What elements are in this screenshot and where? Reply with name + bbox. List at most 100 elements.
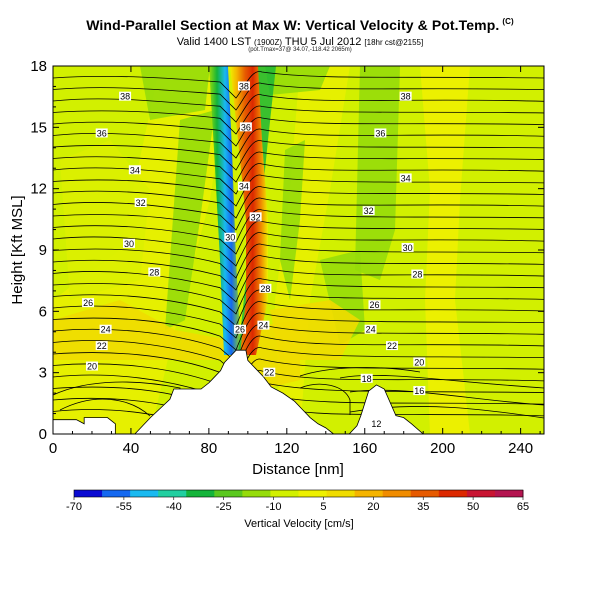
x-tick-label: 160 [352,440,377,457]
terrain [53,349,544,434]
contour-label: 12 [370,418,383,429]
theta-contour-line [53,335,544,375]
valid-prefix: Valid 1400 LST [176,36,251,48]
theta-contour-line [299,383,351,415]
y-tick-label: 3 [39,365,47,382]
contour-label-bg [237,181,250,191]
contour-label-text: 26 [235,325,245,335]
colorbar-swatch [438,490,468,497]
theta-contour-line [53,278,544,315]
theta-contour-line [53,255,544,291]
copyright-mark: (C) [502,17,514,27]
contour-label-text: 30 [403,243,413,253]
colorbar-swatch [326,490,356,497]
contour-label-bg [134,197,147,207]
y-tick-label: 0 [39,426,47,443]
downdraft-core [209,66,241,355]
contour-label: 26 [82,298,95,308]
theta-contour-line [53,289,544,327]
contour-label: 34 [399,173,412,183]
contour-label-bg [249,212,262,222]
contour-label-text: 26 [369,300,379,310]
contour-label: 32 [134,197,147,208]
contour-label: 16 [413,386,426,396]
contour-label-text: 32 [251,212,261,222]
contour-label-bg [413,386,426,396]
contour-label-text: 28 [412,270,422,280]
x-tick-label: 240 [508,440,533,457]
contour-label-text: 36 [97,128,107,138]
theta-contour-line [53,220,544,255]
theta-contour-line [339,374,544,389]
contour-label-text: 38 [120,92,130,102]
contour-label-bg [386,341,399,351]
theta-contour-line [53,82,544,111]
x-tick-label: 200 [430,440,455,457]
theta-contour-line [53,312,544,351]
field-band [355,66,400,280]
colorbar-swatch [158,490,187,497]
theta-contour-line [53,151,544,183]
colorbar-swatch [270,490,299,497]
colorbar-tick-label: 50 [467,501,479,513]
contour-label: 34 [128,165,141,175]
contour-label: 20 [85,361,98,372]
contour-label: 38 [237,81,250,91]
colorbar-swatch [494,490,524,497]
contour-label-text: 20 [414,357,424,367]
contour-label: 22 [386,341,399,351]
theta-contour-line [53,347,544,387]
contour-label-bg [224,232,237,242]
x-tick-label: 80 [201,440,218,457]
contour-label-bg [401,242,414,252]
colorbar-swatch [410,490,440,497]
colorbar-frame [73,489,524,498]
contour-label: 18 [360,373,373,384]
contour-label-bg [263,367,276,377]
colorbar-swatch [186,490,215,497]
theta-contour-line [53,232,544,267]
contour-label-bg [374,128,387,138]
contour-label-bg [368,300,381,310]
contour-label: 38 [119,91,132,102]
contour-label-bg [95,341,108,351]
contour-label: 24 [99,324,112,335]
colorbar-swatch [74,490,103,497]
contour-label-bg [122,238,135,248]
contour-label-text: 38 [239,81,249,91]
chart-title-text: Wind-Parallel Section at Max W: Vertical… [86,17,500,33]
contour-label-bg [148,267,161,277]
contour-label-bg [364,324,377,334]
contour-label-bg [82,298,95,308]
y-tick-label: 18 [30,58,47,75]
contour-label: 30 [224,232,237,243]
contour-label-bg [237,81,250,91]
contour-label: 24 [257,320,270,331]
contour-label-text: 34 [239,182,249,192]
contour-label-bg [413,357,426,367]
colorbar-tick-label: -25 [216,501,232,513]
colorbar-swatch [214,490,243,497]
contour-label-text: 32 [136,198,146,208]
contour-label: 22 [263,367,276,378]
theta-contour-line [53,117,544,147]
colorbar-swatch [382,490,412,497]
contour-label-bg [399,91,412,101]
colorbar: -70 -55 -40 -25 -10 5 20 35 50 65 [66,489,529,513]
contour-label: 22 [95,341,108,351]
contour-label: 36 [95,128,108,138]
colorbar-swatch [130,490,159,497]
theta-contour-line [53,324,544,363]
theta-contour-line [53,301,544,339]
contour-label-bg [99,324,112,334]
contour-label-bg [362,206,375,216]
colorbar-tick-label: 65 [517,501,529,513]
updraft-core [230,66,268,355]
y-tick-label: 12 [30,181,47,198]
colorbar-tick-label: -70 [66,501,82,513]
contour-label-text: 26 [83,298,93,308]
field-band [420,66,470,434]
colorbar-swatch [466,490,496,497]
colorbar-swatch [102,490,131,497]
